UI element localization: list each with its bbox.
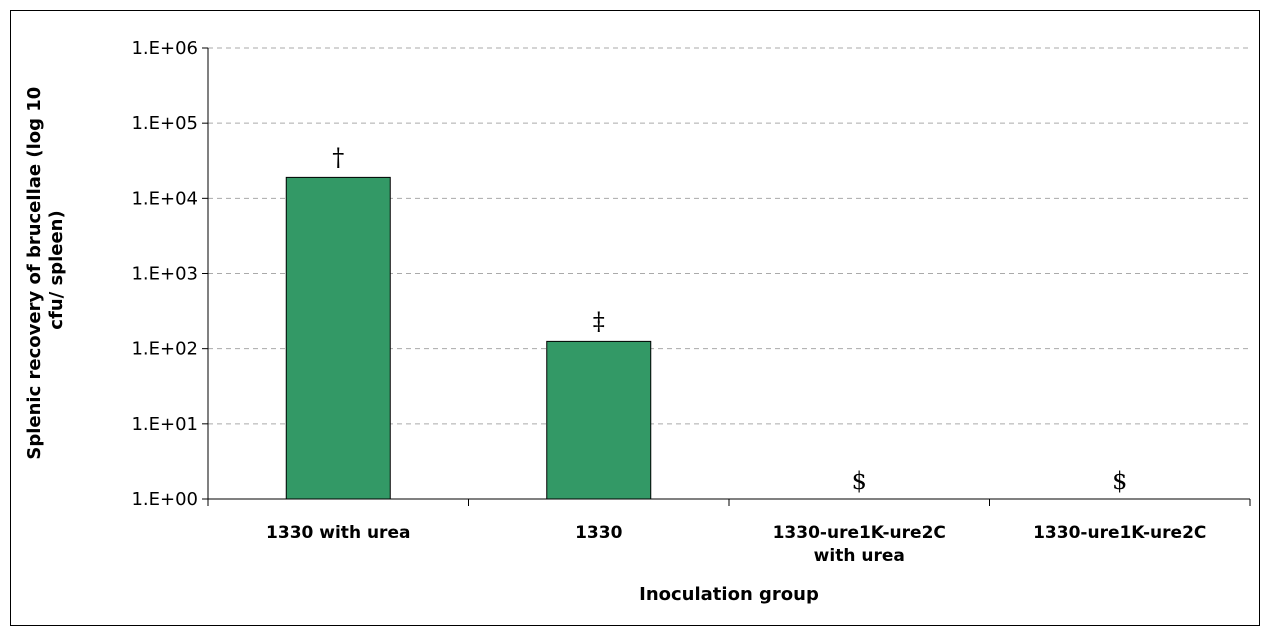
y-axis-title-line-1: Splenic recovery of brucellae (log 10 — [24, 87, 45, 460]
bar-annotation: $ — [852, 467, 867, 495]
x-ticks: 1330 with urea 1330 1330-ure1K-ure2C with u… — [207, 499, 1251, 566]
y-axis-title: Splenic recovery of brucellae (log 10 cf… — [24, 80, 67, 459]
y-tick-label: 1.E+01 — [131, 414, 198, 435]
bar-annotation: $ — [1112, 467, 1127, 495]
chart-frame — [10, 10, 1260, 626]
y-ticks: 1.E+00 1.E+01 1.E+02 1.E+03 1.E+04 1.E+05 1.E+… — [131, 38, 208, 510]
y-tick-label: 1.E+03 — [131, 264, 198, 285]
x-category-label: 1330-ure1K-ure2C — [773, 523, 946, 543]
bars — [285, 176, 652, 500]
annotations: † ‡ $ $ — [332, 143, 1127, 495]
bar — [546, 340, 652, 500]
bar-annotation: † — [332, 143, 344, 171]
y-tick-label: 1.E+06 — [131, 38, 198, 59]
y-axis-title-line-2: cfu/ spleen) — [46, 210, 67, 329]
x-category-label: 1330 with urea — [266, 523, 410, 543]
y-tick-label: 1.E+04 — [131, 188, 198, 209]
bar-annotation: ‡ — [593, 307, 605, 335]
y-tick-label: 1.E+02 — [131, 339, 198, 360]
x-axis-title: Inoculation group — [639, 584, 819, 605]
x-category-label: with urea — [814, 546, 905, 566]
y-tick-label: 1.E+05 — [131, 113, 198, 134]
x-category-label: 1330 — [575, 523, 622, 543]
y-tick-label: 1.E+00 — [131, 489, 198, 510]
x-category-label: 1330-ure1K-ure2C — [1033, 523, 1206, 543]
bar — [285, 176, 391, 500]
